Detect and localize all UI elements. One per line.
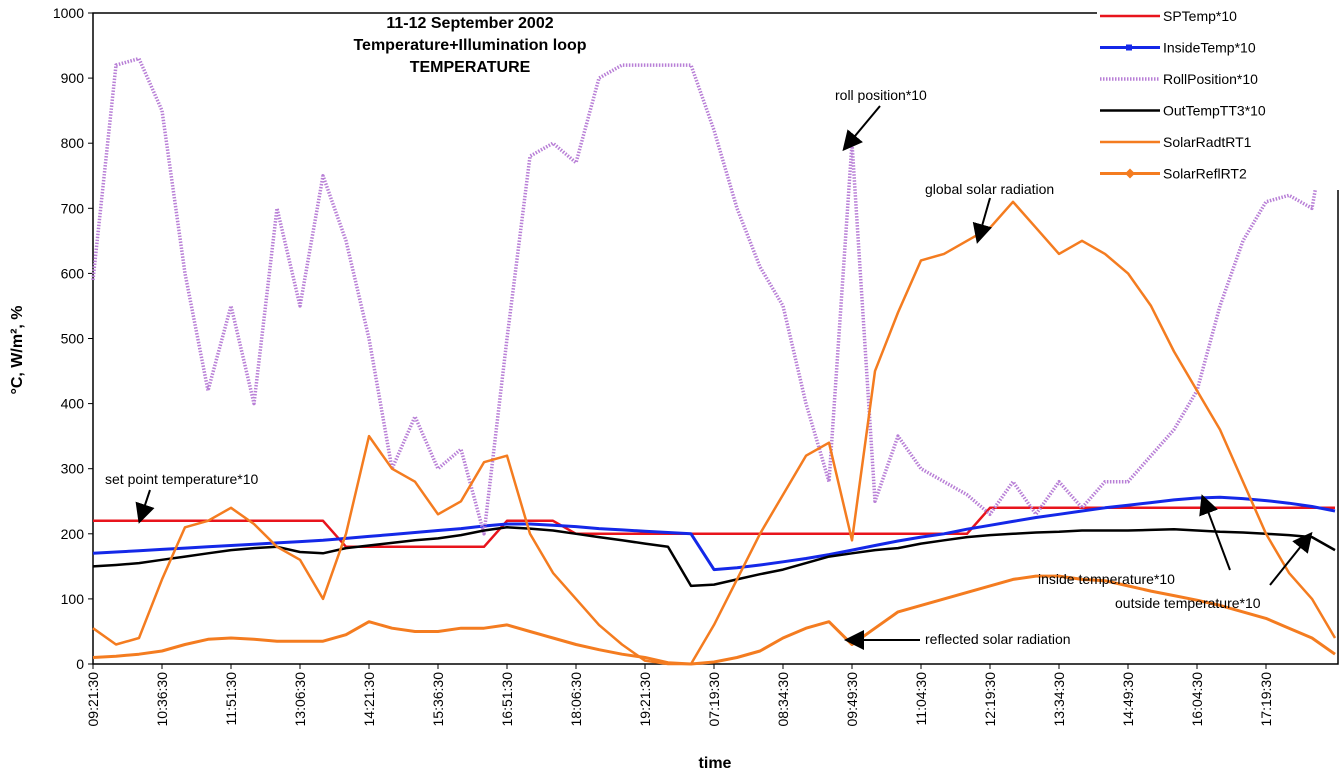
- x-tick-label: 08:34:30: [775, 672, 791, 727]
- series-line: [93, 506, 1335, 549]
- annotation-arrow: [842, 105, 881, 152]
- annotation: inside temperature*10: [1038, 571, 1175, 587]
- annotation: reflected solar radiation: [925, 631, 1071, 647]
- y-tick-label: 900: [61, 70, 85, 86]
- x-tick-label: 16:51:30: [499, 672, 515, 727]
- x-tick-label: 15:36:30: [430, 672, 446, 727]
- legend-label: SolarReflRT2: [1163, 166, 1247, 182]
- legend-marker: [1126, 44, 1132, 51]
- series-line: [92, 200, 1337, 666]
- x-tick-label: 11:51:30: [223, 672, 239, 726]
- y-tick-label: 200: [61, 526, 85, 542]
- y-tick-label: 300: [61, 461, 85, 477]
- x-tick-label: 14:49:30: [1120, 672, 1136, 727]
- x-tick-label: 17:19:30: [1258, 672, 1274, 727]
- series-line: [91, 56, 1337, 536]
- annotation: outside temperature*10: [1115, 595, 1261, 611]
- x-tick-label: 14:21:30: [361, 672, 377, 727]
- annotation-arrow: [1269, 531, 1313, 586]
- annotation-arrow: [1199, 494, 1231, 571]
- legend-label: SPTemp*10: [1163, 8, 1237, 24]
- legend-label: OutTempTT3*10: [1163, 103, 1266, 119]
- x-tick-label: 12:19:30: [982, 672, 998, 727]
- chart-title: 11-12 September 2002: [386, 15, 553, 32]
- legend-label: SolarRadtRT1: [1163, 134, 1252, 150]
- y-tick-label: 800: [61, 135, 85, 151]
- legend-marker: [1125, 168, 1135, 179]
- chart-title: Temperature+Illumination loop: [353, 37, 586, 54]
- y-tick-label: 700: [61, 200, 85, 216]
- legend-box: [1097, 0, 1343, 190]
- x-tick-label: 13:06:30: [292, 672, 308, 727]
- series-line: [92, 495, 1336, 572]
- annotation-arrow: [135, 489, 155, 524]
- y-tick-label: 0: [76, 656, 84, 672]
- x-tick-label: 11:04:30: [913, 672, 929, 726]
- y-axis-title: °C, W/m², %: [9, 305, 26, 394]
- legend-label: RollPosition*10: [1163, 71, 1258, 87]
- x-tick-label: 10:36:30: [154, 672, 170, 727]
- x-tick-label: 09:21:30: [85, 672, 101, 727]
- y-tick-label: 100: [61, 591, 85, 607]
- x-tick-label: 13:34:30: [1051, 672, 1067, 727]
- chart-title: TEMPERATURE: [410, 59, 531, 76]
- x-tick-label: 07:19:30: [706, 672, 722, 727]
- legend-label: InsideTemp*10: [1163, 40, 1256, 56]
- y-tick-label: 500: [61, 331, 85, 347]
- annotation: set point temperature*10: [105, 471, 259, 487]
- annotation-arrow: [972, 197, 993, 244]
- series-line: [92, 526, 1336, 588]
- series-line: [92, 574, 1336, 666]
- annotation: roll position*10: [835, 87, 927, 103]
- y-tick-label: 600: [61, 265, 85, 281]
- x-tick-label: 18:06:30: [568, 672, 584, 727]
- x-tick-label: 09:49:30: [844, 672, 860, 727]
- annotation: global solar radiation: [925, 181, 1054, 197]
- x-tick-label: 19:21:30: [637, 672, 653, 727]
- x-tick-label: 16:04:30: [1189, 672, 1205, 727]
- y-tick-label: 1000: [53, 5, 84, 21]
- x-axis-title: time: [699, 755, 732, 772]
- y-tick-label: 400: [61, 396, 85, 412]
